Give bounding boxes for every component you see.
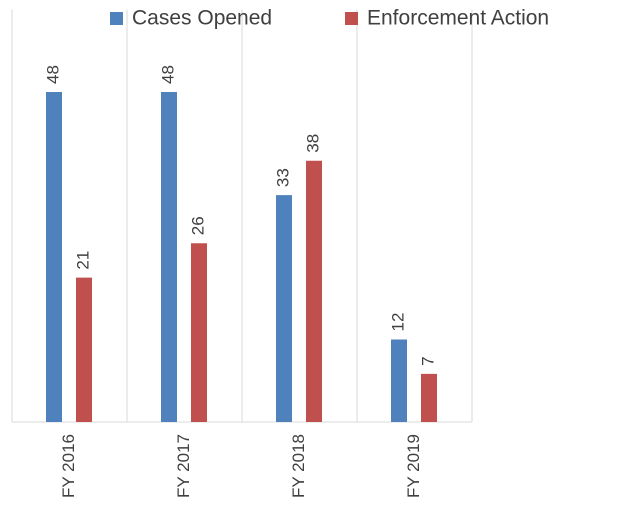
data-label: 48 [158, 65, 177, 84]
bar [76, 277, 92, 422]
data-label: 21 [73, 251, 92, 270]
data-label: 12 [388, 313, 407, 332]
data-label: 48 [43, 65, 62, 84]
x-tick-label: FY 2017 [174, 434, 193, 498]
bar [306, 160, 322, 422]
legend-swatch [345, 12, 358, 25]
bar [276, 195, 292, 422]
data-label: 33 [273, 168, 292, 187]
legend-label: Enforcement Action [367, 7, 549, 30]
legend-label: Cases Opened [132, 7, 272, 30]
x-tick-label: FY 2018 [289, 434, 308, 498]
bar [421, 373, 437, 422]
legend-swatch [110, 12, 123, 25]
bar [161, 92, 177, 422]
data-label: 38 [303, 134, 322, 153]
bar [46, 92, 62, 422]
x-tick-label: FY 2016 [59, 434, 78, 498]
data-label: 26 [188, 216, 207, 235]
x-tick-label: FY 2019 [404, 434, 423, 498]
data-label: 7 [418, 356, 437, 365]
bar [391, 339, 407, 422]
bar [191, 243, 207, 422]
